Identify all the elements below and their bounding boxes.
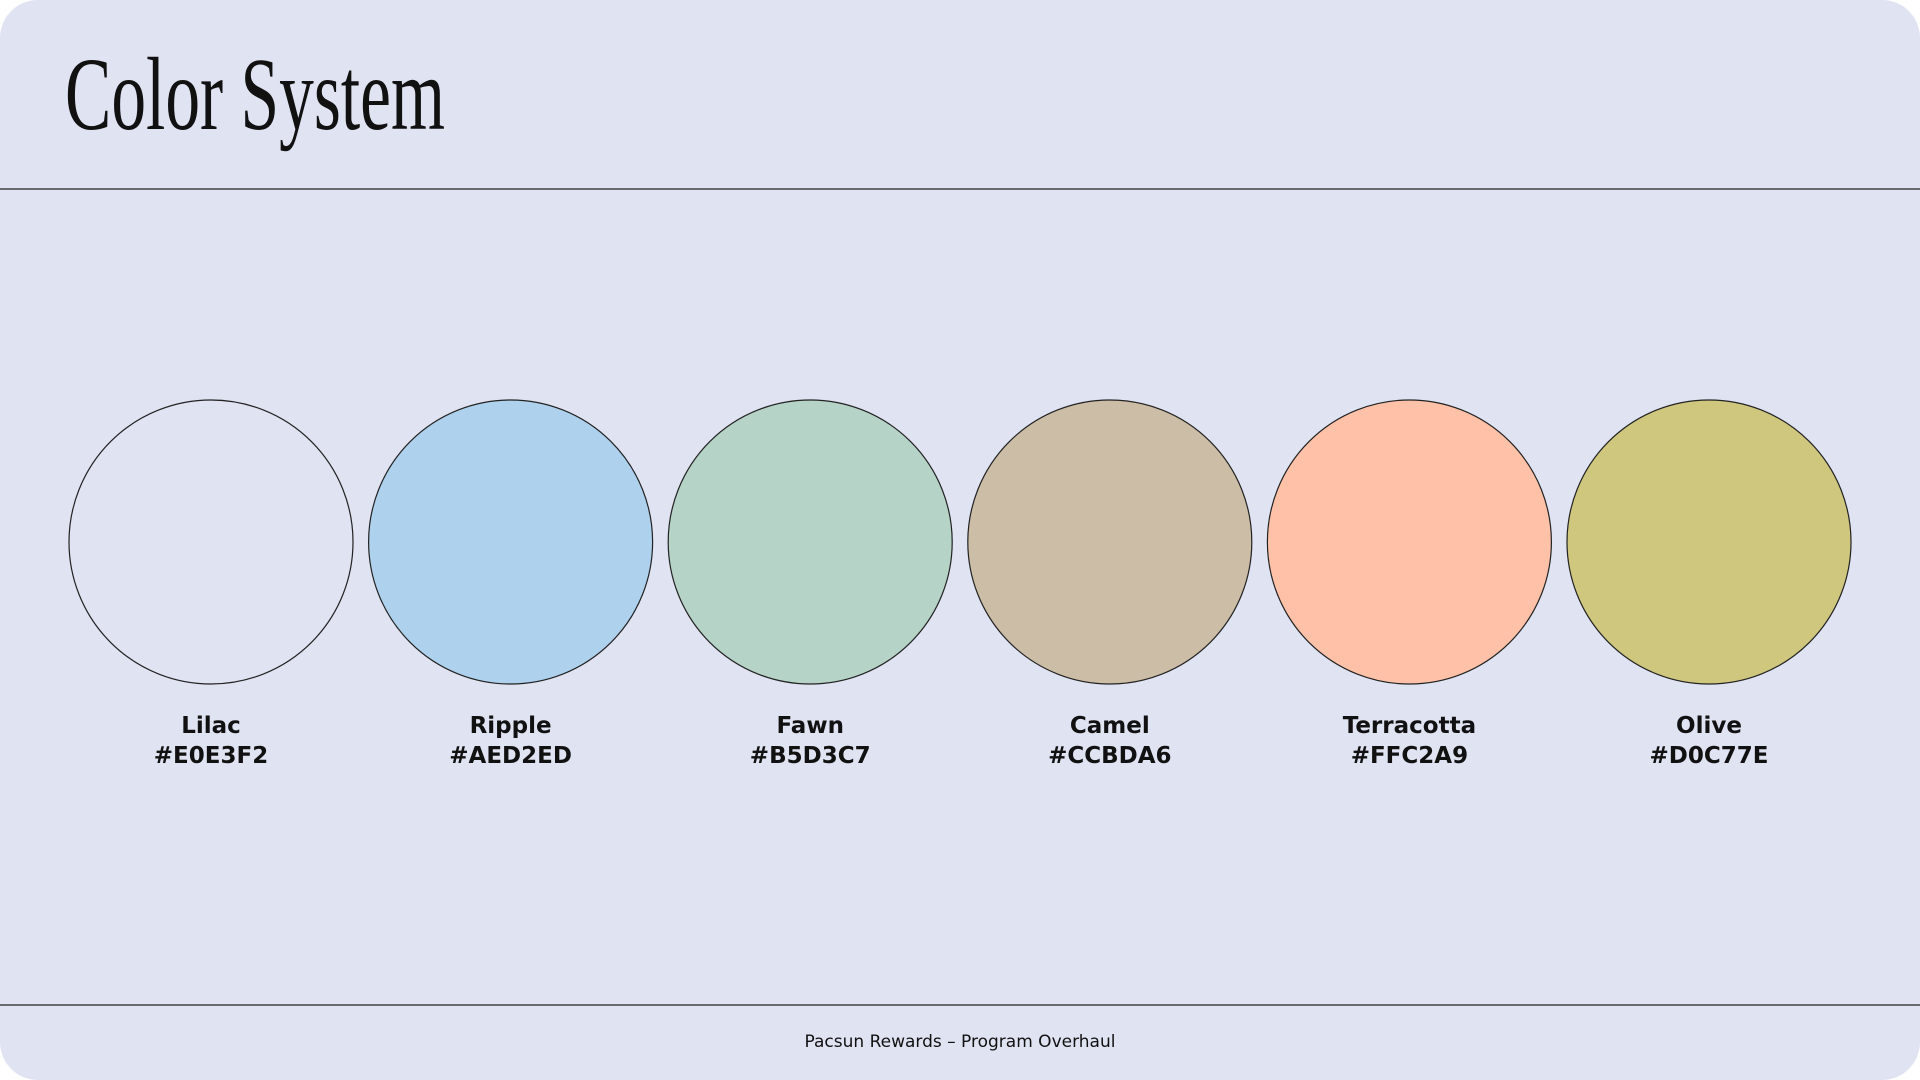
color-hex: #E0E3F2: [154, 743, 268, 769]
color-hex: #FFC2A9: [1351, 743, 1468, 769]
swatch-row: Lilac #E0E3F2 Ripple #AED2ED Fawn #B5D3C7 Came…: [68, 399, 1852, 769]
color-name: Fawn: [776, 713, 844, 739]
color-swatch: [1566, 399, 1852, 685]
footer-text: Pacsun Rewards – Program Overhaul: [805, 1032, 1116, 1052]
color-hex: #B5D3C7: [750, 743, 871, 769]
title: Color System: [65, 37, 445, 152]
color-hex: #AED2ED: [449, 743, 572, 769]
color-swatch: [967, 399, 1253, 685]
color-name: Lilac: [181, 713, 241, 739]
color-hex: #CCBDA6: [1048, 743, 1171, 769]
color-name: Terracotta: [1343, 713, 1476, 739]
color-name: Camel: [1070, 713, 1150, 739]
color-hex: #D0C77E: [1650, 743, 1769, 769]
color-swatch: [667, 399, 953, 685]
color-swatch: [68, 399, 354, 685]
color-swatch: [368, 399, 654, 685]
color-name: Ripple: [470, 713, 552, 739]
color-name: Olive: [1676, 713, 1742, 739]
color-swatch: [1266, 399, 1553, 685]
